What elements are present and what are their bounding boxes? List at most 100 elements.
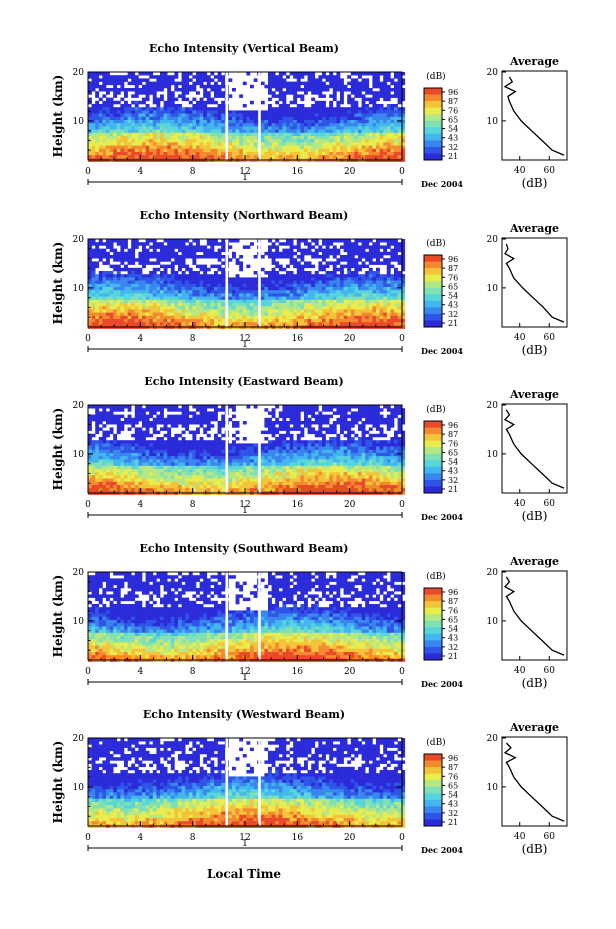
colorbar-swatch	[424, 620, 442, 625]
y-tick-label: 20	[73, 235, 85, 245]
x-tick-label: 0	[399, 667, 405, 677]
avg-x-tick-label: 60	[544, 166, 556, 176]
x-tick-label: 12	[239, 167, 250, 177]
colorbar-swatch	[424, 591, 442, 596]
colorbar-swatch	[424, 447, 442, 451]
colorbar-swatch	[424, 294, 442, 299]
y-axis-label: Height (km)	[51, 242, 65, 325]
avg-x-tick-label: 40	[514, 832, 526, 842]
colorbar-swatch	[424, 320, 442, 325]
colorbar-unit: (dB)	[426, 404, 445, 415]
x-tick-label: 12	[239, 334, 250, 344]
colorbar-swatch	[424, 799, 442, 804]
x-tick-label: 16	[292, 500, 304, 510]
colorbar-swatch	[424, 255, 442, 259]
avg-x-tick-label: 40	[514, 166, 526, 176]
colorbar-frame	[423, 420, 443, 494]
colorbar-swatch	[424, 127, 442, 132]
colorbar-swatch	[424, 463, 442, 468]
colorbar-swatch	[424, 646, 442, 651]
colorbar-swatch	[424, 604, 442, 609]
colorbar-swatch	[424, 790, 442, 794]
colorbar-swatch	[424, 763, 442, 768]
avg-y-tick-label: 10	[487, 117, 499, 127]
data-gap	[225, 72, 229, 160]
colorbar-swatch	[424, 594, 442, 599]
panel-2: Echo Intensity (Eastward Beam)1020Height…	[51, 375, 568, 523]
colorbar-swatch	[424, 770, 442, 775]
colorbar-tick-label: 32	[448, 143, 458, 152]
panel-title: Echo Intensity (Westward Beam)	[143, 708, 345, 721]
avg-x-label: (dB)	[522, 676, 548, 690]
colorbar-swatch	[424, 643, 442, 648]
colorbar-swatch	[424, 94, 442, 99]
average-title: Average	[509, 222, 559, 235]
colorbar-swatch	[424, 754, 442, 758]
colorbar-tick-label: 87	[448, 430, 458, 439]
panel-title: Echo Intensity (Southward Beam)	[140, 542, 349, 555]
avg-x-label: (dB)	[522, 343, 548, 357]
avg-y-tick-label: 20	[487, 68, 499, 78]
colorbar-swatch	[424, 486, 442, 491]
average-title: Average	[509, 555, 559, 568]
colorbar-tick-label: 96	[448, 255, 458, 264]
avg-x-label: (dB)	[522, 176, 548, 190]
colorbar-swatch	[424, 650, 442, 654]
colorbar-swatch	[424, 88, 442, 92]
colorbar-frame	[423, 753, 443, 827]
colorbar-tick-label: 65	[448, 115, 458, 124]
average-frame	[501, 70, 568, 161]
colorbar-swatch	[424, 304, 442, 308]
avg-x-tick-label: 40	[514, 499, 526, 509]
x-tick-label: 0	[399, 334, 405, 344]
day-label: 1	[242, 839, 248, 849]
heatmap	[88, 405, 406, 495]
colorbar-tick-label: 65	[448, 781, 458, 790]
colorbar-swatch	[424, 470, 442, 474]
colorbar-tick-label: 54	[448, 625, 458, 634]
colorbar-tick-label: 43	[448, 634, 458, 643]
colorbar-tick-label: 21	[448, 319, 458, 328]
colorbar-unit: (dB)	[426, 71, 445, 82]
avg-x-tick-label: 60	[544, 333, 556, 343]
avg-y-tick-label: 10	[487, 617, 499, 627]
colorbar-swatch	[424, 812, 442, 817]
avg-x-tick-label: 40	[514, 333, 526, 343]
x-tick-label: 16	[292, 334, 304, 344]
colorbar-swatch	[424, 268, 442, 272]
x-tick-label: 16	[292, 167, 304, 177]
colorbar-tick-label: 96	[448, 754, 458, 763]
colorbar-swatch	[424, 281, 442, 285]
colorbar-swatch	[424, 140, 442, 145]
average-line	[503, 409, 565, 489]
y-tick-label: 20	[73, 568, 85, 578]
colorbar-swatch	[424, 816, 442, 820]
data-gap	[225, 738, 229, 826]
colorbar-tick-label: 87	[448, 264, 458, 273]
colorbar-swatch	[424, 421, 442, 425]
date-label: Dec 2004	[421, 179, 463, 189]
data-gap	[225, 405, 229, 493]
panel-3: Echo Intensity (Southward Beam)1020Heigh…	[51, 542, 568, 690]
x-tick-label: 8	[190, 334, 196, 344]
colorbar-swatch	[424, 437, 442, 442]
colorbar-swatch	[424, 479, 442, 484]
colorbar-swatch	[424, 610, 442, 615]
y-axis-label: Height (km)	[51, 408, 65, 491]
colorbar-swatch	[424, 156, 442, 161]
colorbar-swatch	[424, 146, 442, 151]
average-frame	[501, 570, 568, 661]
x-tick-label: 0	[85, 667, 91, 677]
x-tick-label: 4	[137, 334, 143, 344]
colorbar-swatch	[424, 773, 442, 778]
colorbar-tick-label: 96	[448, 421, 458, 430]
colorbar-swatch	[424, 780, 442, 784]
avg-y-tick-label: 20	[487, 235, 499, 245]
colorbar-tick-label: 43	[448, 800, 458, 809]
colorbar-tick-label: 76	[448, 273, 458, 282]
panel-0: Echo Intensity (Vertical Beam)1020Height…	[51, 42, 568, 190]
panel-4: Echo Intensity (Westward Beam)1020Height…	[51, 708, 568, 856]
x-tick-label: 20	[344, 334, 356, 344]
colorbar-swatch	[424, 640, 442, 645]
